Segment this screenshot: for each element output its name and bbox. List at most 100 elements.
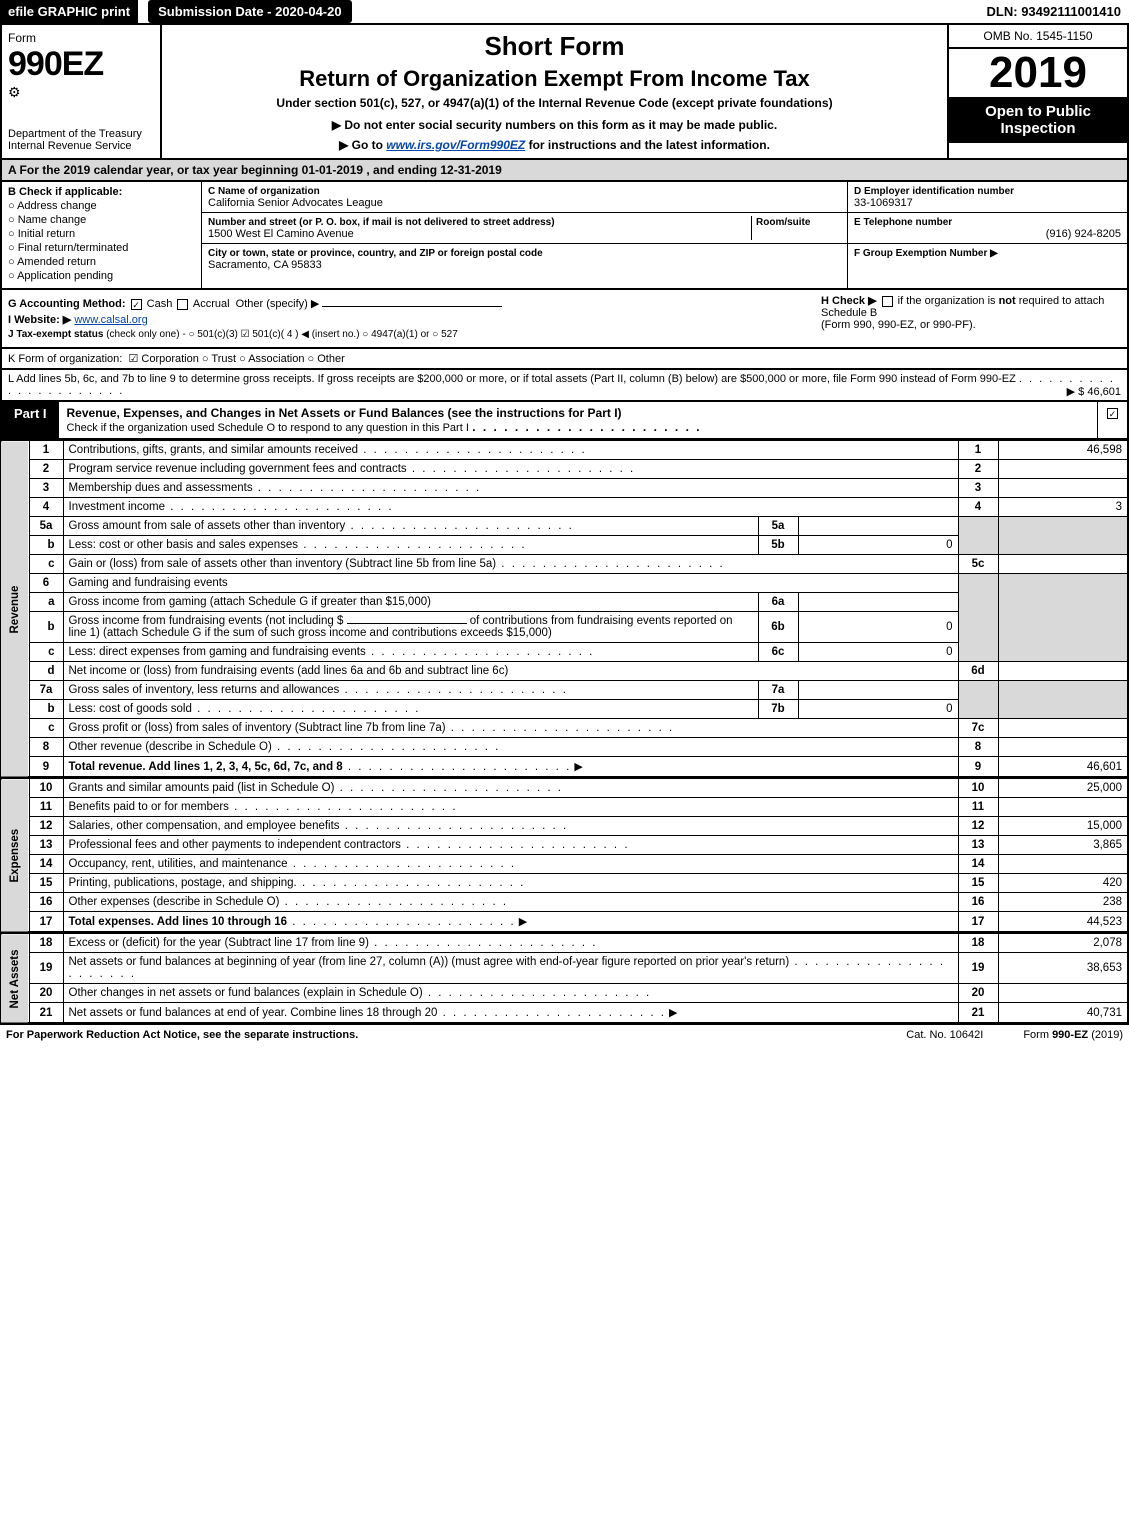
desc-21: Net assets or fund balances at end of ye… [69,1007,438,1019]
rno-1: 1 [958,441,998,460]
treasury-label: Department of the Treasury [8,128,154,140]
l-text: L Add lines 5b, 6c, and 7b to line 9 to … [8,373,1016,385]
rno-4: 4 [958,498,998,517]
chk-final-return[interactable]: Final return/terminated [8,242,195,254]
desc-17: Total expenses. Add lines 10 through 16 [69,916,288,928]
lno-6: 6 [29,574,63,593]
desc-20: Other changes in net assets or fund bala… [69,987,423,999]
lno-12: 12 [29,817,63,836]
lno-5c: c [29,555,63,574]
lno-6d: d [29,662,63,681]
c-label: C Name of organization [208,186,320,197]
mlno-7a: 7a [758,681,798,700]
rno-18: 18 [958,934,998,953]
revenue-sidelabel: Revenue [1,441,29,778]
j-label: J Tax-exempt status [8,329,103,340]
mlno-6b: 6b [758,612,798,643]
val-15: 420 [998,874,1128,893]
part1-tab: Part I [2,402,59,438]
desc-6b-1: Gross income from fundraising events (no… [69,615,344,627]
goto-prefix: ▶ Go to [339,138,386,152]
chk-application-pending[interactable]: Application pending [8,270,195,282]
lno-6a: a [29,593,63,612]
addr-value: 1500 West El Camino Avenue [208,228,354,240]
desc-13: Professional fees and other payments to … [69,839,401,851]
ein-value: 33-1069317 [854,197,913,209]
chk-initial-return[interactable]: Initial return [8,228,195,240]
desc-5c: Gain or (loss) from sale of assets other… [69,558,497,570]
footer-left: For Paperwork Reduction Act Notice, see … [6,1029,866,1041]
chk-h[interactable] [882,296,893,307]
section-def: D Employer identification number 33-1069… [847,182,1127,288]
goto-link[interactable]: www.irs.gov/Form990EZ [386,138,525,152]
chk-amended-return[interactable]: Amended return [8,256,195,268]
lno-20: 20 [29,984,63,1003]
lno-5a: 5a [29,517,63,536]
lno-3: 3 [29,479,63,498]
g-accrual: Accrual [193,298,230,310]
g-other: Other (specify) ▶ [236,298,320,310]
tax-year: 2019 [949,49,1127,97]
lno-6b: b [29,612,63,643]
short-form-title: Short Form [172,31,937,62]
rno-6d: 6d [958,662,998,681]
desc-3: Membership dues and assessments [69,482,253,494]
lno-8: 8 [29,738,63,757]
rno-11: 11 [958,798,998,817]
val-12: 15,000 [998,817,1128,836]
lno-16: 16 [29,893,63,912]
footer-right-suffix: (2019) [1091,1029,1123,1041]
desc-14: Occupancy, rent, utilities, and maintena… [69,858,288,870]
lno-4: 4 [29,498,63,517]
return-title: Return of Organization Exempt From Incom… [172,66,937,92]
desc-16: Other expenses (describe in Schedule O) [69,896,280,908]
rno-17: 17 [958,912,998,933]
mlno-6c: 6c [758,643,798,662]
rno-5c: 5c [958,555,998,574]
chk-accrual[interactable] [177,299,188,310]
k-label: K Form of organization: [8,353,122,365]
mval-7b: 0 [798,700,958,719]
top-bar: efile GRAPHIC print Submission Date - 20… [0,0,1129,25]
lno-7b: b [29,700,63,719]
phone-value: (916) 924-8205 [1046,228,1121,240]
h-label: H Check ▶ [821,295,877,307]
city-value: Sacramento, CA 95833 [208,259,322,271]
footer-right-form: 990-EZ [1052,1029,1088,1041]
rno-3: 3 [958,479,998,498]
lno-14: 14 [29,855,63,874]
rno-19: 19 [958,953,998,984]
mval-5b: 0 [798,536,958,555]
desc-7a: Gross sales of inventory, less returns a… [69,684,340,696]
val-20 [998,984,1128,1003]
rno-20: 20 [958,984,998,1003]
mlno-5b: 5b [758,536,798,555]
efile-label[interactable]: efile GRAPHIC print [0,0,138,23]
lno-7a: 7a [29,681,63,700]
val-10: 25,000 [998,779,1128,798]
expenses-table: Expenses 10 Grants and similar amounts p… [0,778,1129,933]
lno-9: 9 [29,757,63,778]
section-c: C Name of organization California Senior… [202,182,847,288]
lno-7c: c [29,719,63,738]
desc-4: Investment income [69,501,166,513]
desc-7c: Gross profit or (loss) from sales of inv… [69,722,446,734]
chk-address-change[interactable]: Address change [8,200,195,212]
chk-schedule-o[interactable] [1107,408,1118,419]
chk-name-change[interactable]: Name change [8,214,195,226]
expenses-sidelabel: Expenses [1,779,29,933]
netassets-sidelabel: Net Assets [1,934,29,1024]
val-21: 40,731 [998,1003,1128,1024]
desc-15: Printing, publications, postage, and shi… [69,877,297,889]
mlno-7b: 7b [758,700,798,719]
g-label: G Accounting Method: [8,298,126,310]
e-label: E Telephone number [854,217,952,228]
desc-5a: Gross amount from sale of assets other t… [69,520,346,532]
chk-cash[interactable] [131,299,142,310]
rno-13: 13 [958,836,998,855]
mlno-6a: 6a [758,593,798,612]
website-link[interactable]: www.calsal.org [74,314,147,326]
val-9: 46,601 [998,757,1128,778]
val-19: 38,653 [998,953,1128,984]
desc-11: Benefits paid to or for members [69,801,229,813]
